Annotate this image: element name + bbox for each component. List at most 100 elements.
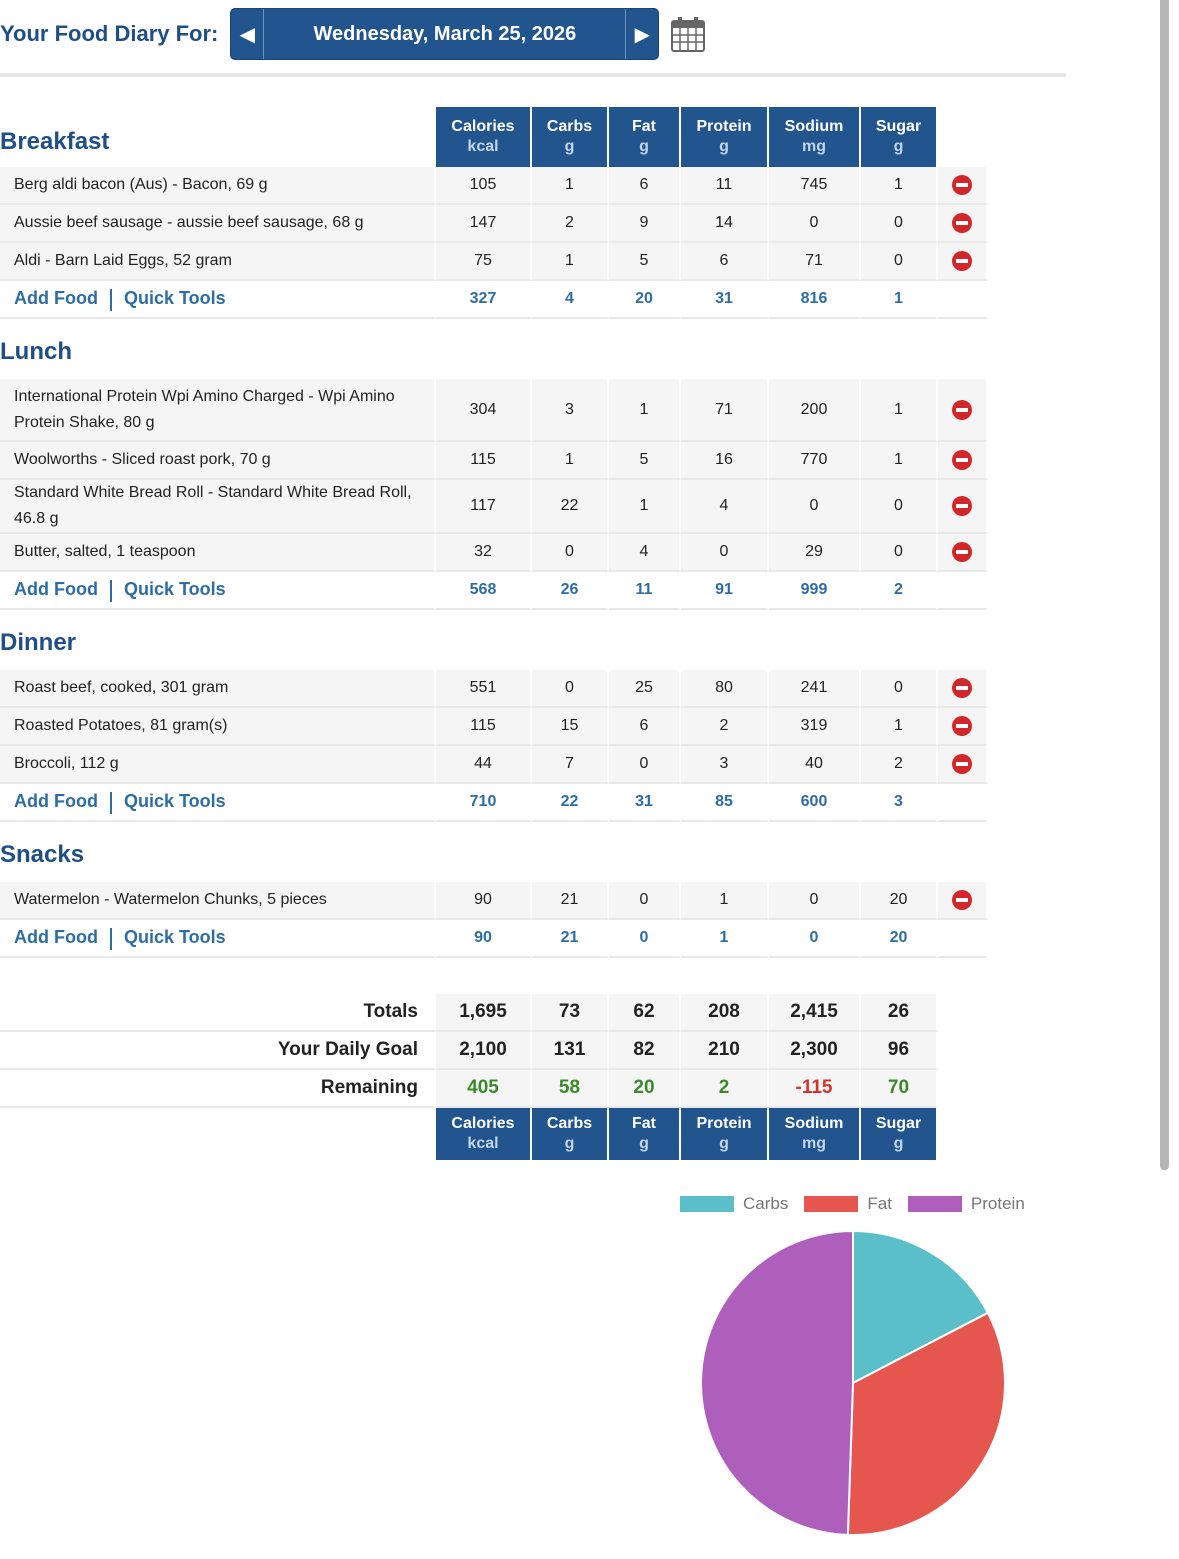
food-row[interactable]: Roasted Potatoes, 81 gram(s) 115 15 6 2 319 1 [0,708,988,746]
remove-food-icon[interactable] [952,754,972,774]
add-food-link[interactable]: Add Food [14,579,98,599]
nutrient-value-fat: 5 [609,243,681,281]
meal-totals-row: Add Food Quick Tools 327 4 20 31 816 1 [0,281,988,319]
food-name[interactable]: Standard White Bread Roll - Standard Whi… [0,480,436,534]
summary-totals-protein: 208 [681,994,769,1032]
nutrient-value-carbs: 2 [532,205,609,243]
food-name[interactable]: Roast beef, cooked, 301 gram [0,670,436,708]
food-name[interactable]: Berg aldi bacon (Aus) - Bacon, 69 g [0,167,436,205]
spacer [769,610,861,670]
delete-cell [938,442,988,480]
column-header-carbs: Carbs g [532,1108,609,1160]
meal-totals-row: Add Food Quick Tools 568 26 11 91 999 2 [0,572,988,610]
column-name: Calories [451,1115,515,1132]
food-row[interactable]: Woolworths - Sliced roast pork, 70 g 115 1… [0,442,988,480]
food-name[interactable]: Broccoli, 112 g [0,746,436,784]
nutrient-value-sugar: 0 [861,243,938,281]
legend-item-protein[interactable]: Protein [907,1194,1025,1214]
legend-item-fat[interactable]: Fat [804,1194,892,1214]
remove-food-icon[interactable] [952,450,972,470]
spacer [681,319,769,379]
meal-total-fat: 20 [609,281,681,319]
add-food-link[interactable]: Add Food [14,791,98,811]
food-row[interactable]: Broccoli, 112 g 44 7 0 3 40 2 [0,746,988,784]
food-row[interactable]: Standard White Bread Roll - Standard Whi… [0,480,988,534]
remove-food-icon[interactable] [952,175,972,195]
column-header-sodium: Sodium mg [769,107,861,167]
calendar-icon[interactable] [671,16,706,52]
spacer [681,822,769,882]
meal-total-carbs: 26 [532,572,609,610]
food-name[interactable]: International Protein Wpi Amino Charged … [0,379,436,442]
summary-column-headers: Calories kcal Carbs g Fat g Protein g Sodium mg Su… [0,1108,938,1160]
summary-totals-sodium: 2,415 [769,994,861,1032]
spacer [861,822,938,882]
meal-total-carbs: 21 [532,920,609,958]
previous-day-button[interactable]: ◀ [231,9,265,59]
summary-label: Totals [0,994,436,1032]
nutrient-value-sugar: 0 [861,480,938,534]
food-row[interactable]: Butter, salted, 1 teaspoon 32 0 4 0 29 0 [0,534,988,572]
quick-tools-link[interactable]: Quick Tools [123,579,226,599]
pie-slice-fat[interactable] [846,1311,1006,1536]
scrollbar[interactable] [1160,0,1169,1170]
food-name[interactable]: Aldi - Barn Laid Eggs, 52 gram [0,243,436,281]
remove-food-icon[interactable] [952,251,972,271]
caret-right-icon: ▶ [634,23,651,46]
nutrient-value-protein: 80 [681,670,769,708]
remove-food-icon[interactable] [952,716,972,736]
nutrient-value-sodium: 0 [769,205,861,243]
remove-food-icon[interactable] [952,496,972,516]
pie-slice-carbs[interactable] [852,1229,990,1385]
food-row[interactable]: Watermelon - Watermelon Chunks, 5 pieces… [0,882,988,920]
meal-title: Breakfast [0,128,110,155]
food-name[interactable]: Woolworths - Sliced roast pork, 70 g [0,442,436,480]
spacer [938,107,988,167]
summary-goal-protein: 210 [681,1032,769,1070]
quick-tools-link[interactable]: Quick Tools [123,927,226,947]
food-name[interactable]: Roasted Potatoes, 81 gram(s) [0,708,436,746]
summary-goal-carbs: 131 [532,1032,609,1070]
food-diary-table: Breakfast Calories kcal Carbs g Fat g Protein g S… [0,107,988,958]
spacer [769,822,861,882]
food-row[interactable]: International Protein Wpi Amino Charged … [0,379,988,442]
column-name: Sodium [784,1115,844,1132]
food-row[interactable]: Aussie beef sausage - aussie beef sausag… [0,205,988,243]
food-name[interactable]: Butter, salted, 1 teaspoon [0,534,436,572]
remove-food-icon[interactable] [952,399,972,420]
remove-food-icon[interactable] [952,678,972,698]
summary-label: Remaining [0,1070,436,1108]
nutrient-value-calories: 90 [436,882,532,920]
nutrient-value-sodium: 0 [769,480,861,534]
remove-food-icon[interactable] [952,213,972,233]
nutrient-value-sodium: 0 [769,882,861,920]
food-row[interactable]: Roast beef, cooked, 301 gram 551 0 25 80 241 0 [0,670,988,708]
add-food-link[interactable]: Add Food [14,927,98,947]
column-name: Calories [451,118,515,135]
nutrient-value-carbs: 7 [532,746,609,784]
quick-tools-link[interactable]: Quick Tools [123,288,226,308]
legend-item-carbs[interactable]: Carbs [680,1194,788,1214]
legend-swatch [680,1196,734,1212]
food-row[interactable]: Berg aldi bacon (Aus) - Bacon, 69 g 105 1 6… [0,167,988,205]
current-date[interactable]: Wednesday, March 25, 2026 [313,22,577,45]
column-name: Sodium [784,118,844,135]
meal-actions: Add Food Quick Tools [0,784,436,822]
summary-remaining-calories: 405 [436,1070,532,1108]
next-day-button[interactable]: ▶ [625,9,658,59]
summary-remaining-fat: 20 [609,1070,681,1108]
spacer [609,610,681,670]
food-name[interactable]: Aussie beef sausage - aussie beef sausag… [0,205,436,243]
spacer [938,920,988,958]
pie-slice-protein[interactable] [700,1229,854,1536]
nutrient-value-sugar: 1 [861,708,938,746]
quick-tools-link[interactable]: Quick Tools [123,791,226,811]
column-header-fat: Fat g [609,1108,681,1160]
spacer [436,319,532,379]
column-header-calories: Calories kcal [436,107,532,167]
remove-food-icon[interactable] [952,890,972,910]
food-name[interactable]: Watermelon - Watermelon Chunks, 5 pieces [0,882,436,920]
remove-food-icon[interactable] [952,542,972,562]
add-food-link[interactable]: Add Food [14,288,98,308]
food-row[interactable]: Aldi - Barn Laid Eggs, 52 gram 75 1 5 6 71 0 [0,243,988,281]
